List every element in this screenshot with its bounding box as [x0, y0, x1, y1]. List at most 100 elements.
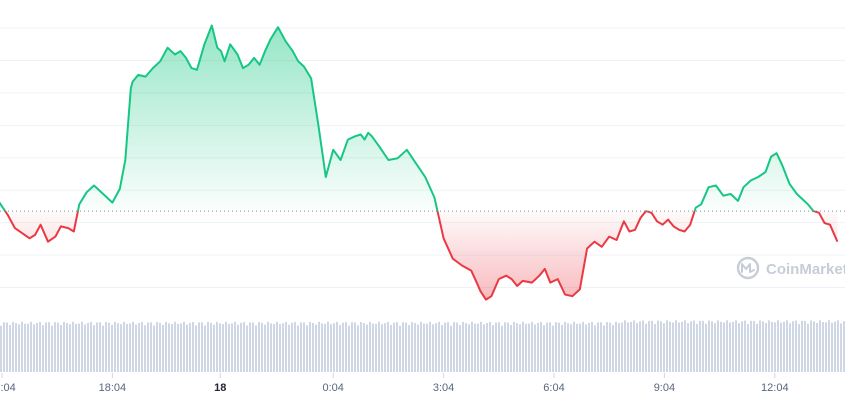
- volume-bar: [114, 321, 116, 372]
- volume-bar: [492, 325, 494, 372]
- volume-bar: [525, 323, 527, 372]
- volume-bar: [444, 322, 446, 372]
- volume-bar: [375, 323, 377, 372]
- volume-bar: [486, 323, 488, 372]
- volume-bar: [648, 320, 650, 372]
- volume-bar: [219, 323, 221, 372]
- volume-bar: [771, 321, 773, 372]
- volume-bar: [411, 321, 413, 372]
- volume-bar: [27, 323, 29, 372]
- volume-bar: [714, 323, 716, 372]
- volume-bar: [354, 322, 356, 372]
- volume-bar: [222, 324, 224, 372]
- volume-bar: [555, 322, 557, 372]
- volume-bar: [657, 320, 659, 372]
- volume-bar: [693, 320, 695, 372]
- volume-bar: [195, 325, 197, 372]
- volume-bar: [681, 321, 683, 372]
- price-line-up: [0, 24, 817, 212]
- volume-bar: [735, 320, 737, 372]
- volume-bar: [75, 323, 77, 372]
- volume-bar: [51, 325, 53, 372]
- volume-bar: [402, 322, 404, 372]
- volume-bar: [483, 324, 485, 372]
- x-tick-label: 3:04: [433, 382, 454, 394]
- coinmarketcap-logo-icon: [736, 256, 760, 280]
- volume-bar: [450, 325, 452, 372]
- volume-bar: [579, 323, 581, 372]
- volume-bar: [747, 324, 749, 372]
- volume-bar: [504, 322, 506, 372]
- volume-bar: [36, 323, 38, 372]
- volume-bar: [159, 322, 161, 372]
- volume-bar: [63, 321, 65, 372]
- volume-bar: [12, 321, 14, 372]
- volume-bar: [780, 322, 782, 372]
- volume-bar: [300, 322, 302, 372]
- volume-bar: [246, 325, 248, 372]
- volume-bar: [153, 325, 155, 372]
- volume-bar: [774, 322, 776, 372]
- volume-bar: [72, 321, 74, 372]
- volume-bar: [9, 325, 11, 372]
- volume-bar: [558, 322, 560, 372]
- volume-bar: [591, 321, 593, 372]
- volume-bar: [87, 322, 89, 372]
- volume-bar: [678, 322, 680, 372]
- volume-bar: [453, 322, 455, 372]
- volume-bar: [186, 324, 188, 372]
- volume-bar: [843, 321, 845, 372]
- volume-bar: [654, 323, 656, 372]
- volume-bar: [669, 321, 671, 372]
- volume-bar: [339, 324, 341, 372]
- volume-bar: [489, 321, 491, 372]
- volume-bar: [324, 323, 326, 372]
- volume-bar: [495, 322, 497, 372]
- volume-bar: [264, 324, 266, 372]
- volume-bar: [315, 324, 317, 372]
- volume-bar: [378, 321, 380, 372]
- volume-bar: [567, 323, 569, 372]
- volume-bar: [138, 322, 140, 372]
- volume-bar: [297, 325, 299, 372]
- volume-bar: [441, 325, 443, 372]
- volume-bar: [687, 323, 689, 372]
- volume-bar: [78, 323, 80, 372]
- volume-bar: [231, 323, 233, 372]
- volume-bar: [546, 322, 548, 372]
- volume-bar: [192, 322, 194, 372]
- volume-bar: [477, 323, 479, 372]
- volume-bar: [792, 321, 794, 372]
- volume-bar: [474, 323, 476, 372]
- volume-bar: [738, 323, 740, 372]
- volume-bar: [765, 323, 767, 372]
- volume-bar: [273, 323, 275, 372]
- volume-bar: [318, 321, 320, 372]
- volume-bar: [573, 321, 575, 372]
- volume-bar: [33, 324, 35, 372]
- volume-bar: [810, 320, 812, 372]
- volume-bar: [345, 322, 347, 372]
- volume-bar: [330, 324, 332, 372]
- volume-bar: [0, 325, 2, 372]
- volume-bar: [255, 325, 257, 372]
- volume-bar: [426, 323, 428, 372]
- volume-bar: [636, 323, 638, 372]
- volume-bar: [750, 320, 752, 372]
- volume-bar: [621, 322, 623, 372]
- volume-bar: [429, 321, 431, 372]
- volume-bar: [825, 322, 827, 372]
- volume-bar: [174, 321, 176, 372]
- volume-bar: [606, 322, 608, 372]
- volume-bar: [162, 324, 164, 372]
- volume-bar: [432, 324, 434, 372]
- volume-bar: [561, 324, 563, 372]
- volume-bar: [798, 324, 800, 372]
- volume-bar: [111, 324, 113, 372]
- volume-bar: [225, 321, 227, 372]
- volume-bar: [723, 322, 725, 372]
- volume-bar: [423, 323, 425, 372]
- volume-bar: [3, 322, 5, 372]
- volume-bar: [420, 321, 422, 372]
- volume-bar: [180, 323, 182, 372]
